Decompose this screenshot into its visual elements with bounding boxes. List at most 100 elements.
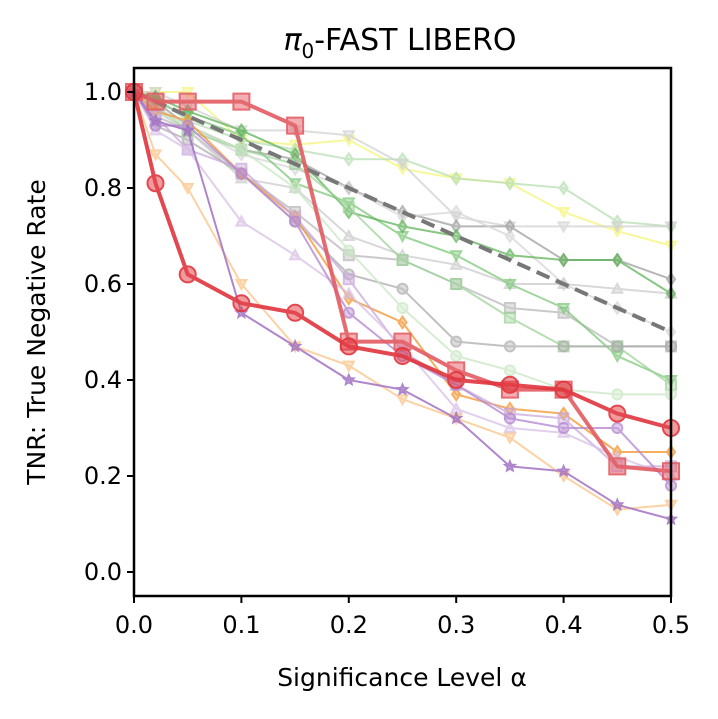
data-point-light-gray-triangle-up <box>610 281 624 294</box>
data-point-green-triangle-down <box>449 250 463 263</box>
data-point-green-square <box>396 254 409 266</box>
y-tick-label: 0.0 <box>84 558 122 586</box>
series-line-light-gray-triangle-down <box>134 91 671 228</box>
y-tick-label: 1.0 <box>84 78 122 106</box>
series-line-lavender-triangle-up <box>133 91 672 477</box>
data-point-light-gray-triangle-up <box>449 257 463 270</box>
data-point-light-gray-triangle-down <box>556 221 571 234</box>
data-point-green-square <box>503 311 516 324</box>
data-point-lavender-triangle-up <box>342 286 356 299</box>
data-point-purple-star <box>180 122 195 137</box>
data-point-red-square <box>393 332 412 351</box>
chart-title: π0-FAST LIBERO <box>283 23 516 63</box>
data-point-gray-circle <box>557 340 570 353</box>
data-point-purple-circle <box>503 412 516 425</box>
series-line-yellow <box>134 91 672 247</box>
data-point-red-circle <box>232 294 251 313</box>
x-tick-label: 0.5 <box>652 611 690 639</box>
x-tick-label: 0.2 <box>330 611 368 639</box>
data-point-lavender-square <box>342 273 355 286</box>
data-point-light-green-diamond <box>343 151 355 167</box>
data-point-lavender-triangle-up <box>503 420 517 433</box>
data-point-light-gray-diamond <box>450 204 462 220</box>
data-point-light-green-circle <box>289 182 302 194</box>
data-point-peach-triangle-down <box>395 394 410 407</box>
data-point-purple-star <box>341 372 357 387</box>
data-point-green-diamond <box>450 228 462 244</box>
data-point-purple-star <box>502 458 518 473</box>
data-point-light-green-circle <box>342 244 355 257</box>
x-tick-label: 0.3 <box>437 611 475 639</box>
data-point-purple-circle <box>342 306 355 319</box>
data-point-purple-star <box>556 463 571 478</box>
data-point-green-square <box>342 201 355 214</box>
data-point-green-triangle-down <box>610 351 624 364</box>
data-point-red-circle <box>608 404 627 423</box>
chart-title-subscript: 0 <box>302 39 315 63</box>
ticks-layer: 0.0 0.1 0.2 0.3 0.4 0.5 0.0 0.2 0.4 0.6 0.8 1.0 <box>84 78 690 639</box>
data-point-red-circle <box>554 380 573 399</box>
series-line-red-circle <box>132 91 672 430</box>
data-point-yellow <box>556 207 571 220</box>
y-axis-label: TNR: True Negative Rate <box>22 179 51 485</box>
data-point-peach-triangle-down <box>342 360 356 373</box>
series-layer <box>125 83 680 526</box>
plot-frame <box>132 66 673 598</box>
data-point-purple-circle <box>235 167 248 180</box>
data-point-gray-diamond <box>504 218 516 234</box>
data-point-green-diamond <box>236 122 247 138</box>
data-point-purple-star <box>395 381 410 396</box>
data-point-purple-circle <box>289 215 302 228</box>
data-point-red-circle <box>447 371 466 389</box>
data-point-green-triangle-down <box>503 279 517 292</box>
series-line-random-baseline <box>133 90 672 334</box>
y-tick-label: 0.2 <box>84 462 122 490</box>
data-point-light-green-diamond <box>504 175 516 191</box>
data-point-red-square <box>608 457 627 476</box>
data-point-gray-circle <box>611 340 624 353</box>
data-point-red-square <box>146 92 165 111</box>
data-point-green-diamond <box>289 146 301 162</box>
data-point-gray-circle <box>450 335 463 348</box>
data-point-purple-star <box>287 338 303 353</box>
data-point-light-green-circle <box>396 302 409 314</box>
data-point-green-square <box>450 278 463 290</box>
data-point-light-gray-diamond <box>504 228 516 244</box>
x-axis-label: Significance Level α <box>277 663 527 692</box>
data-point-gray-circle <box>396 282 409 295</box>
data-point-light-green-diamond <box>558 180 569 196</box>
chart-title-suffix: -FAST LIBERO <box>314 23 516 58</box>
data-point-red-circle <box>286 303 305 322</box>
series-red-circle <box>125 83 680 437</box>
data-point-red-circle <box>146 174 165 193</box>
data-point-purple-star <box>610 497 625 511</box>
data-point-gray-circle <box>503 340 516 353</box>
data-point-orange-diamond <box>450 386 462 402</box>
data-point-light-gray-triangle-down <box>610 221 624 234</box>
data-point-green-diamond <box>612 252 623 268</box>
data-point-red-square <box>232 92 251 111</box>
data-point-orange-diamond <box>397 314 408 330</box>
data-point-lavender-triangle-up <box>288 248 302 261</box>
data-point-peach-triangle-down <box>148 149 163 162</box>
data-point-lavender-triangle-up <box>234 214 249 227</box>
data-point-purple-circle <box>611 422 624 434</box>
data-point-light-green-circle <box>235 143 248 156</box>
data-point-red-square <box>286 116 305 135</box>
y-tick-label: 0.4 <box>84 366 122 394</box>
data-point-light-green-circle <box>503 364 516 377</box>
data-point-gray-diamond <box>450 218 462 234</box>
series-line-peach-triangle-down <box>133 91 672 511</box>
data-point-light-gray-triangle-down <box>395 159 410 172</box>
data-point-purple-star <box>448 410 464 425</box>
series-purple-star <box>126 84 679 526</box>
data-point-peach-triangle-down <box>503 432 517 445</box>
data-point-light-gray-triangle-up <box>342 228 356 241</box>
series-line-red-square <box>133 90 672 474</box>
data-point-green-triangle-down <box>556 303 571 316</box>
series-random-baseline <box>133 90 672 334</box>
data-point-light-green-diamond <box>450 170 462 186</box>
data-point-light-gray-triangle-down <box>342 130 356 143</box>
data-point-peach-triangle-down <box>181 183 195 196</box>
